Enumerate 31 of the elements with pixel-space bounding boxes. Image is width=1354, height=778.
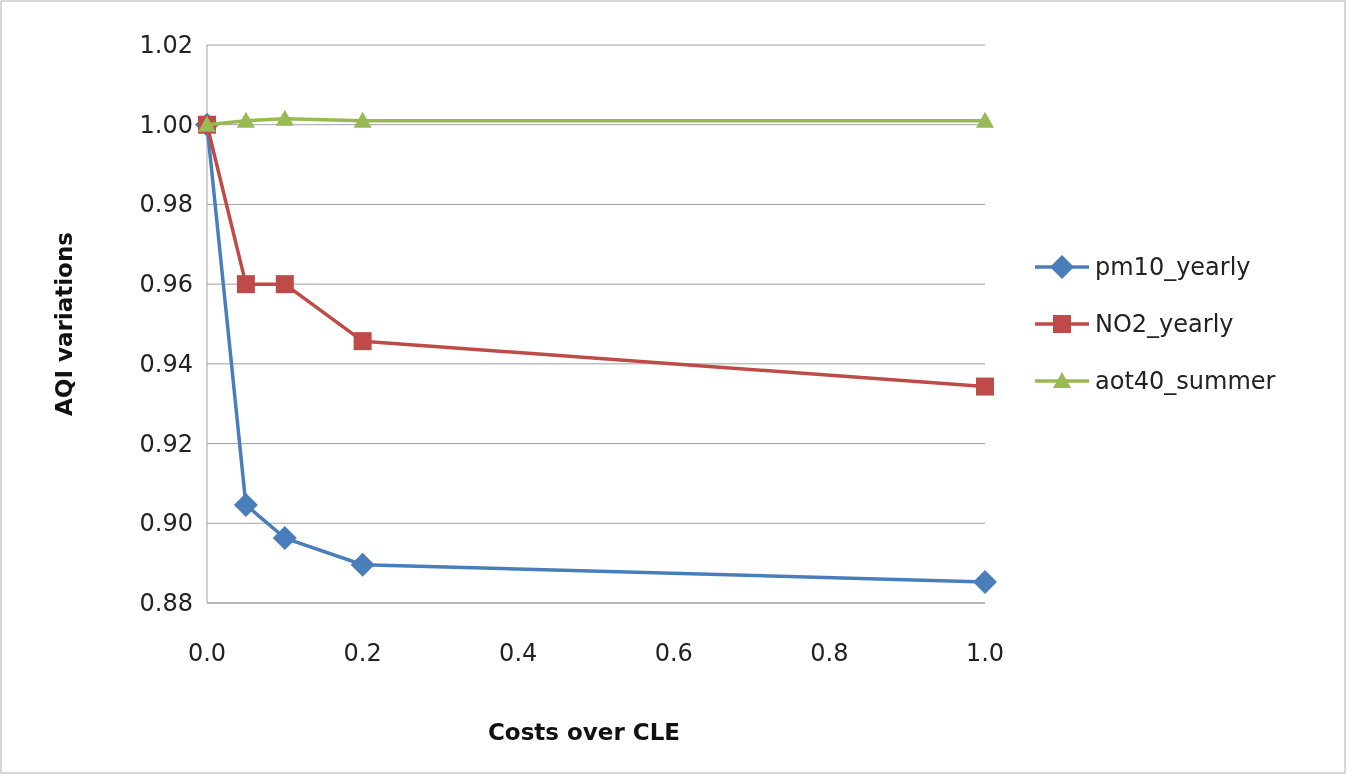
point [236, 111, 255, 128]
y-tick-label: 0.94 [139, 349, 193, 378]
point [233, 492, 258, 517]
y-axis-title: AQI variations [51, 232, 77, 416]
y-tick-label: 0.96 [139, 270, 193, 299]
x-tick-label: 0.2 [343, 639, 382, 667]
legend-label: pm10_yearly [1095, 253, 1251, 281]
y-tick-label: 0.92 [139, 429, 193, 458]
y-tick-label: 1.02 [139, 31, 193, 59]
legend-label: aot40_summer [1095, 367, 1276, 395]
y-tick-label: 0.90 [139, 509, 193, 538]
y-tick-label: 0.98 [139, 190, 193, 219]
point [275, 275, 294, 294]
point [353, 332, 372, 351]
point [973, 569, 997, 594]
x-tick-label: 1.0 [965, 639, 1005, 667]
x-tick-label: 0.0 [187, 639, 227, 667]
point [353, 111, 372, 128]
point [275, 109, 294, 126]
x-tick-label: 0.4 [499, 639, 538, 667]
point [976, 377, 994, 396]
y-tick-label: 1.00 [139, 110, 193, 139]
x-tick-label: 0.8 [810, 639, 849, 667]
point [272, 526, 297, 551]
point [236, 275, 255, 294]
x-tick-label: 0.6 [654, 639, 693, 667]
point [350, 552, 375, 577]
y-tick-label: 0.88 [139, 589, 193, 617]
x-axis-title: Costs over CLE [487, 719, 681, 745]
legend-label: NO2_yearly [1095, 310, 1234, 338]
point [976, 111, 994, 128]
